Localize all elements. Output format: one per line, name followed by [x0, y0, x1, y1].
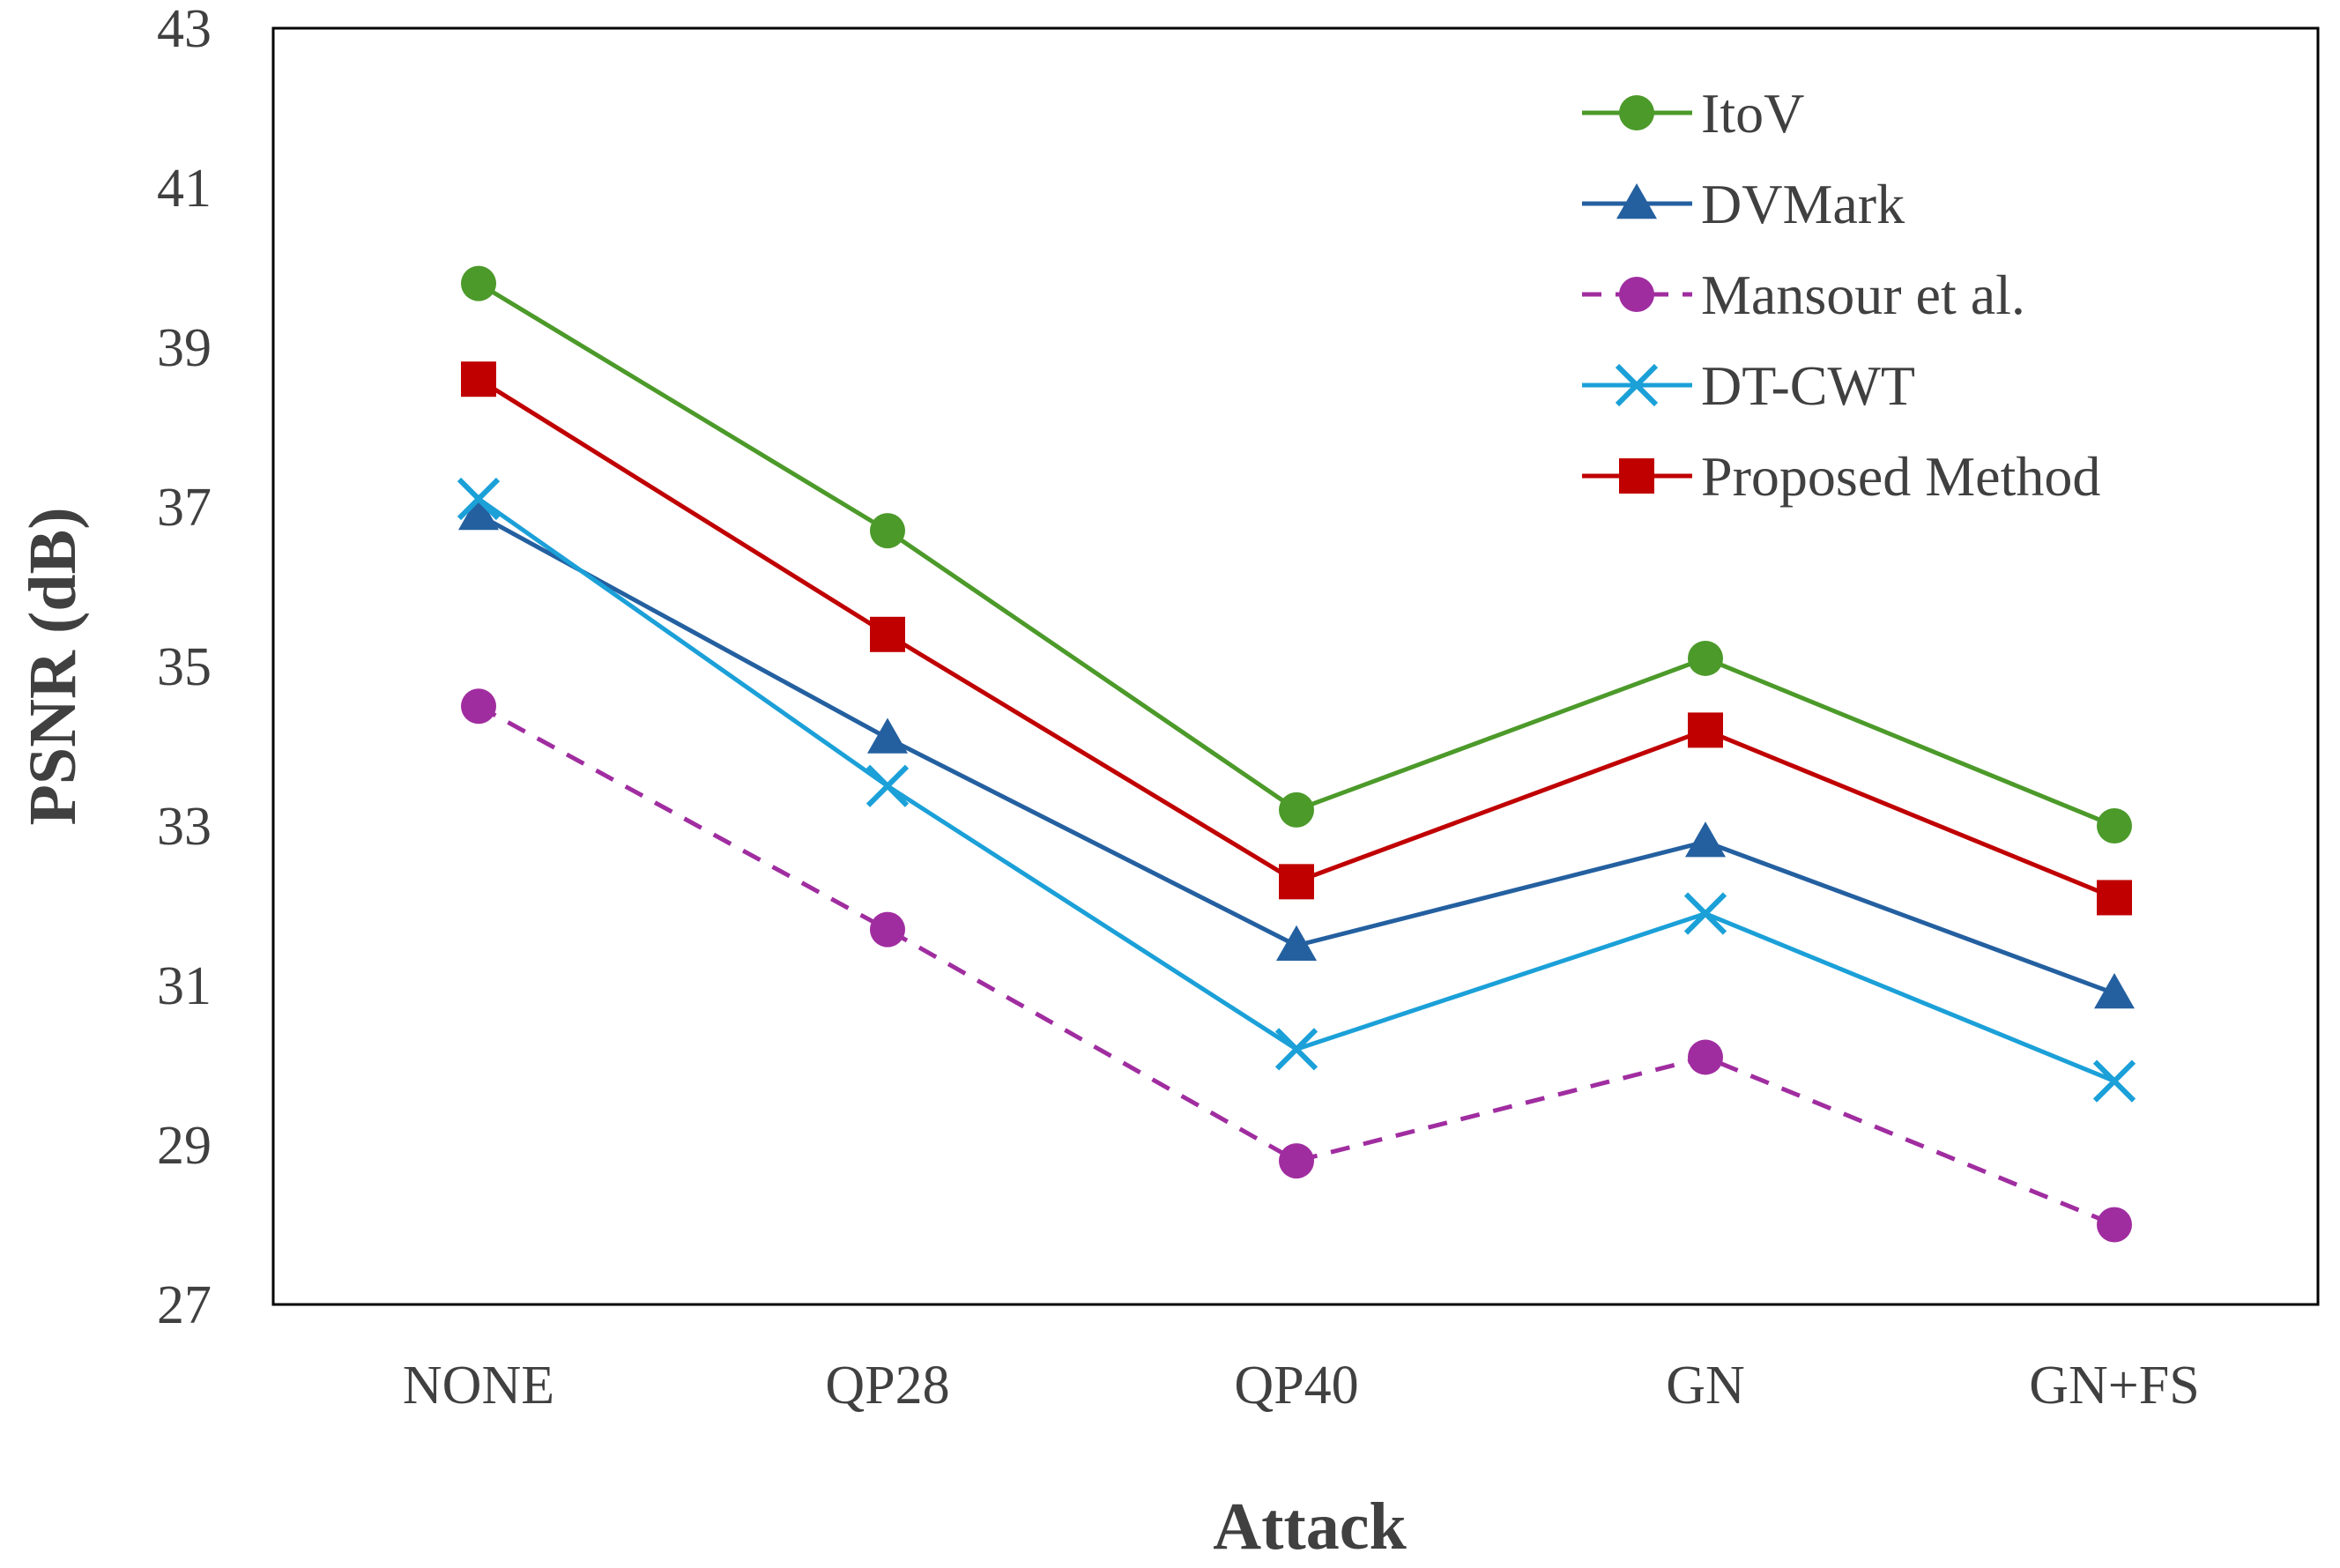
data-point-itov-qp28 — [870, 513, 905, 549]
series-itov — [461, 265, 2132, 843]
data-point-mansour-et-al-qp28 — [870, 911, 905, 947]
data-point-dt-cwt-qp28 — [865, 764, 910, 807]
data-point-mansour-et-al-gn-fs — [2097, 1207, 2132, 1243]
x-tick-label-gn: GN — [1666, 1356, 1745, 1416]
legend-item-proposed-method: Proposed Method — [1582, 445, 2100, 508]
data-point-dt-cwt-qp40 — [1274, 1028, 1319, 1071]
legend: ItoV DVMark Mansour et al. DT-CWT Proposed M… — [1582, 82, 2100, 508]
legend-item-dvmark: DVMark — [1582, 173, 1905, 235]
y-tick-label: 31 — [157, 956, 212, 1016]
series-dt-cwt — [457, 477, 2136, 1103]
series-mansour-et-al — [461, 688, 2132, 1243]
legend-marker-dt-cwt — [1615, 363, 1659, 407]
data-point-mansour-et-al-gn — [1688, 1039, 1723, 1075]
data-point-dvmark-qp28 — [867, 717, 908, 754]
y-tick-label: 29 — [157, 1116, 212, 1176]
y-tick-label: 41 — [157, 159, 212, 219]
legend-label-itov: ItoV — [1701, 82, 1804, 145]
y-tick-label: 39 — [157, 318, 212, 378]
y-tick-label: 33 — [157, 797, 212, 857]
y-axis-title: PSNR (dB) — [16, 507, 90, 825]
legend-item-itov: ItoV — [1582, 82, 1804, 145]
data-point-proposed-method-gn-fs — [2097, 880, 2132, 916]
x-tick-label-none: NONE — [403, 1356, 554, 1416]
series-proposed-method — [461, 361, 2132, 916]
data-point-dvmark-qp40 — [1276, 925, 1317, 961]
x-tick-label-qp40: QP40 — [1234, 1356, 1358, 1416]
data-point-mansour-et-al-none — [461, 688, 496, 725]
y-tick-label: 27 — [157, 1275, 212, 1335]
plot-area-frame — [271, 26, 2320, 1306]
legend-label-proposed-method: Proposed Method — [1701, 445, 2100, 508]
data-point-proposed-method-gn — [1688, 712, 1723, 748]
data-point-itov-qp40 — [1279, 791, 1314, 828]
x-tick-label-qp28: QP28 — [825, 1356, 949, 1416]
y-tick-label: 43 — [157, 0, 212, 59]
legend-label-mansour-et-al: Mansour et al. — [1701, 264, 2025, 326]
legend-label-dvmark: DVMark — [1701, 173, 1905, 235]
data-point-proposed-method-none — [461, 361, 496, 398]
legend-marker-itov — [1619, 95, 1654, 130]
data-point-dvmark-gn — [1685, 821, 1726, 858]
y-tick-label: 35 — [157, 637, 212, 697]
x-axis-title: Attack — [1213, 1490, 1407, 1564]
legend-label-dt-cwt: DT-CWT — [1701, 354, 1915, 417]
series-layer — [457, 265, 2136, 1243]
x-axis-ticks: NONE QP28 QP40 GN GN+FS — [403, 1356, 2200, 1416]
legend-marker-proposed-method — [1619, 458, 1654, 494]
legend-item-mansour-et-al: Mansour et al. — [1582, 264, 2025, 326]
data-point-dvmark-gn-fs — [2094, 973, 2135, 1009]
series-dvmark — [458, 494, 2135, 1009]
data-point-dvmark-none — [458, 494, 499, 531]
y-tick-label: 37 — [157, 478, 212, 538]
data-point-itov-gn-fs — [2097, 808, 2132, 843]
y-axis-ticks: 27 29 31 33 35 37 39 41 43 — [157, 0, 212, 1335]
data-point-dt-cwt-none — [457, 477, 501, 521]
legend-item-dt-cwt: DT-CWT — [1582, 354, 1915, 417]
data-point-mansour-et-al-qp40 — [1279, 1143, 1314, 1179]
series-line-mansour-et-al — [477, 704, 2115, 1227]
data-point-proposed-method-qp28 — [870, 616, 905, 652]
legend-marker-dvmark — [1616, 183, 1657, 219]
data-point-itov-gn — [1688, 640, 1723, 676]
data-point-dt-cwt-gn — [1683, 892, 1727, 935]
data-point-proposed-method-qp40 — [1279, 864, 1314, 900]
data-point-itov-none — [461, 265, 496, 301]
legend-marker-mansour-et-al — [1619, 277, 1654, 312]
x-tick-label-gn-fs: GN+FS — [2029, 1356, 2199, 1416]
data-point-dt-cwt-gn-fs — [2092, 1059, 2136, 1103]
